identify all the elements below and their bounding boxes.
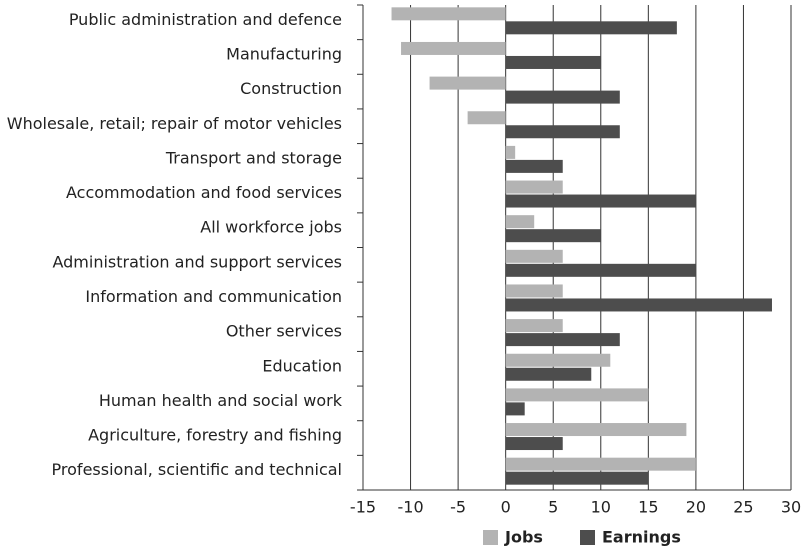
- bar: [505, 215, 535, 229]
- x-tick-label: 0: [501, 498, 511, 517]
- bar: [429, 76, 506, 90]
- y-tick-label: Education: [262, 356, 342, 375]
- y-tick-label: Human health and social work: [99, 391, 343, 410]
- bar: [505, 367, 592, 381]
- legend-label: Earnings: [602, 528, 681, 547]
- x-tick-label: 25: [733, 498, 753, 517]
- bar: [505, 159, 563, 173]
- bar: [505, 229, 601, 243]
- legend-swatch: [580, 530, 595, 545]
- bar: [505, 388, 649, 402]
- bar: [505, 437, 563, 451]
- bar: [505, 125, 620, 139]
- bar: [505, 263, 696, 277]
- bar: [505, 457, 696, 471]
- bar: [505, 402, 525, 416]
- bar: [505, 423, 687, 437]
- y-tick-label: Professional, scientific and technical: [52, 460, 342, 479]
- bar: [391, 7, 506, 21]
- bar: [505, 90, 620, 104]
- bar: [401, 41, 506, 55]
- bar: [505, 145, 516, 159]
- bar: [505, 21, 677, 35]
- bar: [505, 319, 563, 333]
- y-tick-label: Transport and storage: [165, 148, 342, 167]
- y-tick-label: Accommodation and food services: [66, 183, 342, 202]
- legend-swatch: [483, 530, 498, 545]
- bar: [505, 353, 611, 367]
- legend-label: Jobs: [504, 528, 543, 547]
- bar: [505, 194, 696, 208]
- y-tick-label: Agriculture, forestry and fishing: [88, 426, 342, 445]
- bar: [505, 333, 620, 347]
- bar: [467, 111, 506, 125]
- y-tick-label: Public administration and defence: [69, 10, 342, 29]
- bar: [505, 471, 649, 485]
- x-tick-label: 15: [638, 498, 658, 517]
- bar: [505, 249, 563, 263]
- x-tick-label: -15: [350, 498, 376, 517]
- x-tick-label: 30: [781, 498, 801, 517]
- x-tick-label: -5: [450, 498, 466, 517]
- y-tick-label: Other services: [226, 322, 342, 341]
- x-tick-label: -10: [397, 498, 423, 517]
- bar: [505, 55, 601, 69]
- y-tick-label: Administration and support services: [52, 252, 342, 271]
- y-tick-label: Information and communication: [85, 287, 342, 306]
- y-tick-label: Wholesale, retail; repair of motor vehic…: [7, 114, 342, 133]
- x-tick-label: 20: [686, 498, 706, 517]
- bar: [505, 180, 563, 194]
- x-tick-label: 5: [548, 498, 558, 517]
- y-tick-label: All workforce jobs: [200, 218, 342, 237]
- bar: [505, 298, 772, 312]
- y-tick-label: Manufacturing: [226, 44, 342, 63]
- bar: [505, 284, 563, 298]
- y-tick-label: Construction: [240, 79, 342, 98]
- x-tick-label: 10: [591, 498, 611, 517]
